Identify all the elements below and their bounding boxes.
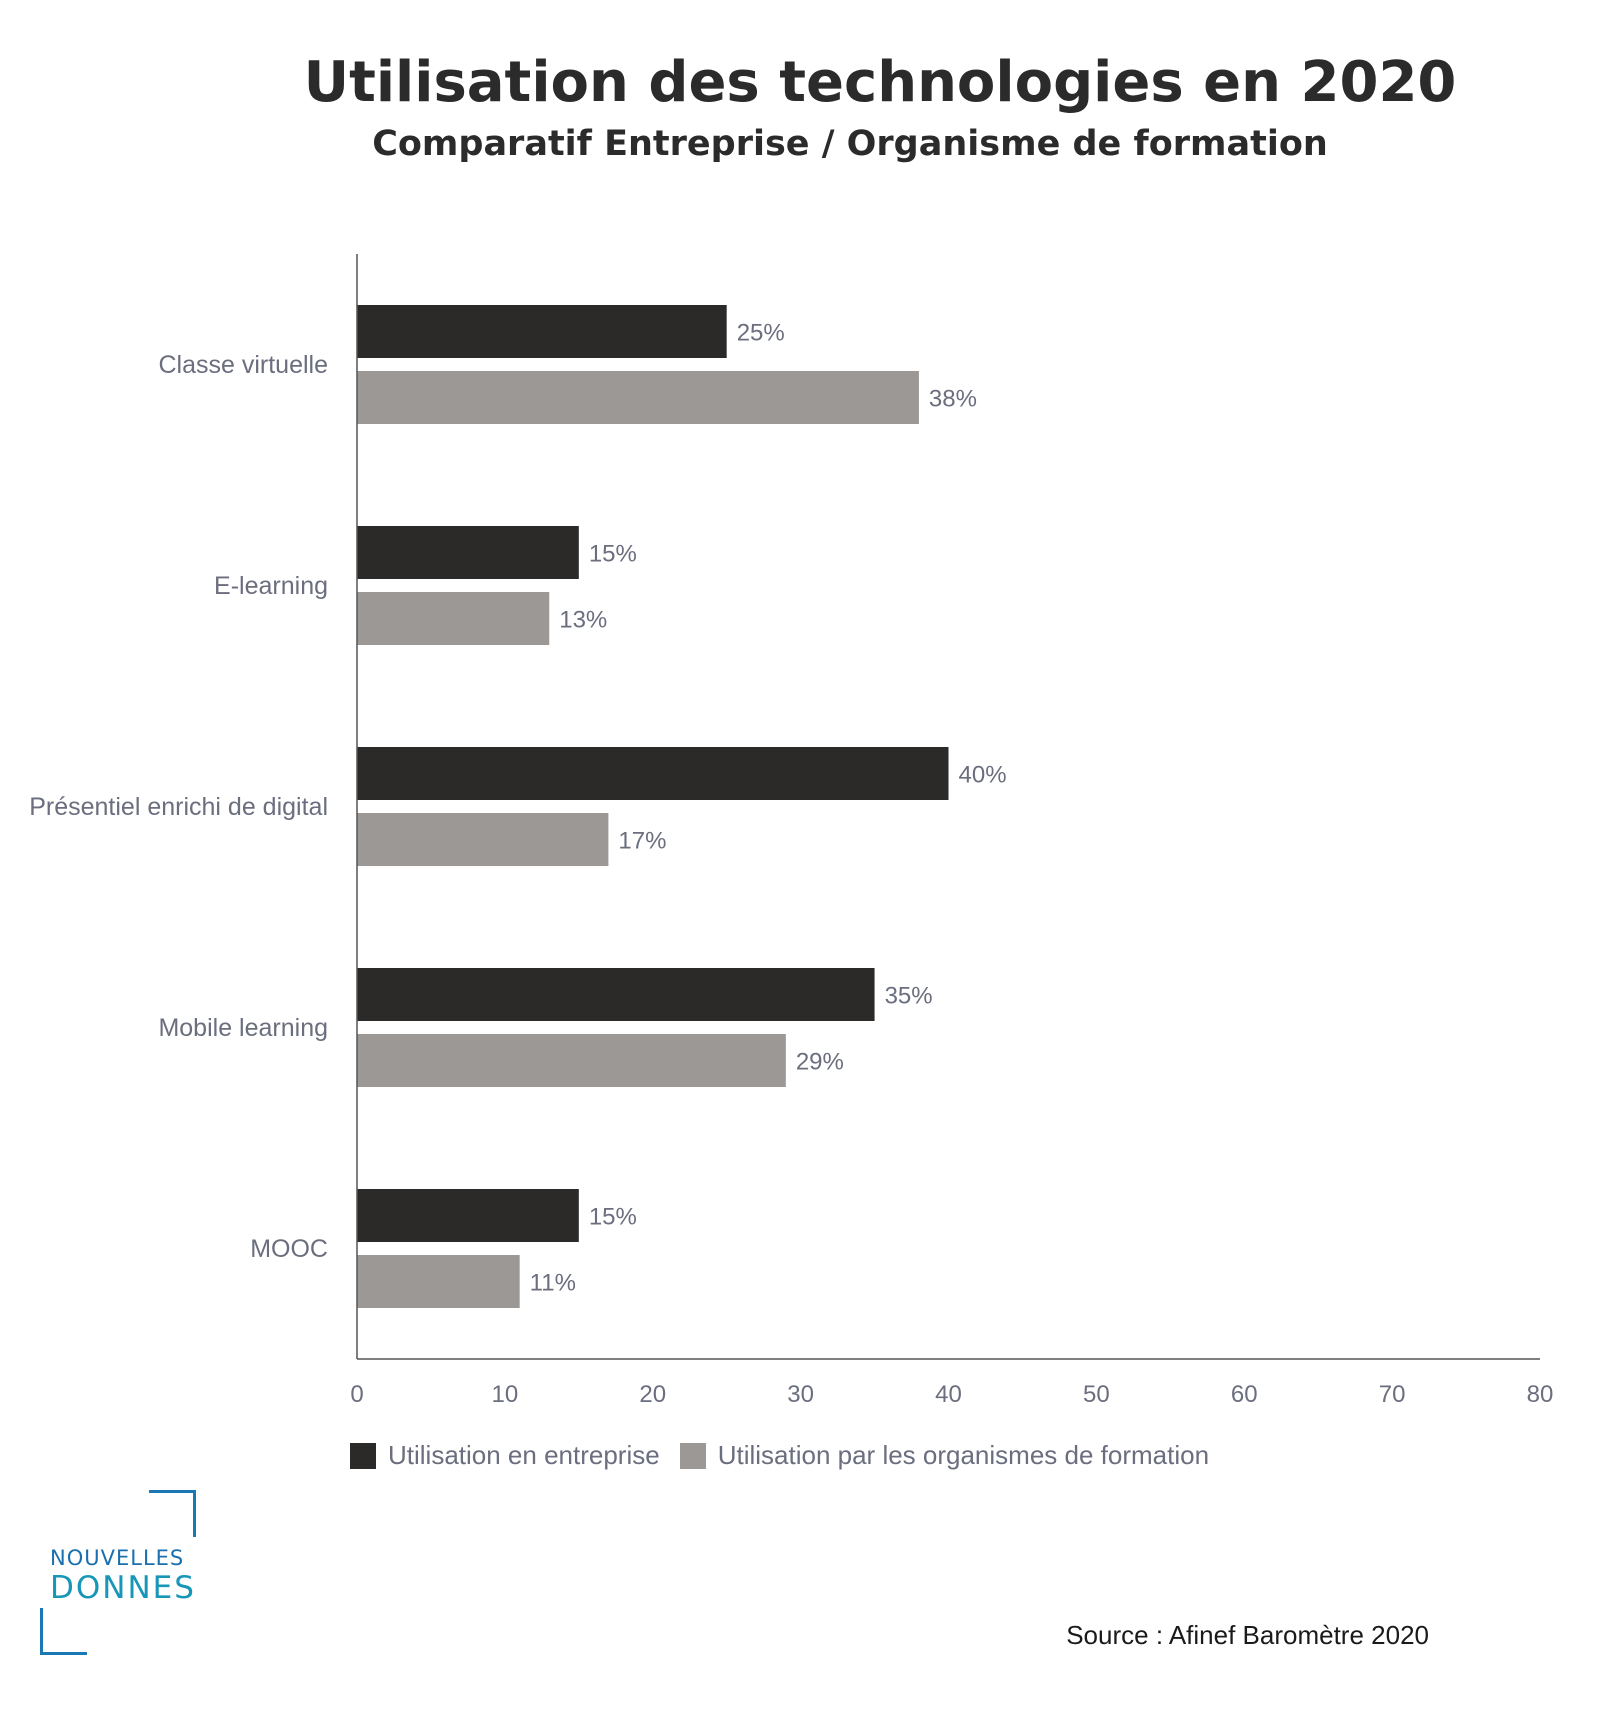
legend-item-organismes: Utilisation par les organismes de format… (679, 1440, 1210, 1471)
legend-label-organismes: Utilisation par les organismes de format… (717, 1440, 1210, 1470)
data-label: 17% (618, 828, 666, 855)
logo-frame-bottom-left (40, 1608, 87, 1655)
data-label: 15% (589, 541, 637, 568)
logo-text-line1: NOUVELLES (50, 1546, 185, 1570)
bar-organismes (357, 592, 550, 645)
legend: Utilisation en entreprise Utilisation pa… (350, 1440, 1229, 1471)
x-tick-label: 0 (350, 1381, 363, 1408)
bar-entreprise (357, 968, 875, 1021)
x-tick-label: 50 (1083, 1381, 1110, 1408)
data-label: 15% (589, 1204, 637, 1231)
x-tick-label: 80 (1527, 1381, 1554, 1408)
x-tick-label: 20 (639, 1381, 666, 1408)
bar-entreprise (357, 1189, 579, 1242)
bar-entreprise (357, 526, 579, 579)
x-tick-label: 40 (935, 1381, 962, 1408)
logo-frame-top-right (149, 1490, 196, 1537)
category-label: Présentiel enrichi de digital (29, 793, 328, 821)
legend-swatch-entreprise (350, 1442, 376, 1469)
source-note: Source : Afinef Baromètre 2020 (1066, 1620, 1429, 1650)
bar-entreprise (357, 305, 727, 358)
data-label: 29% (796, 1049, 844, 1076)
data-label: 13% (559, 607, 607, 634)
legend-swatch-organismes (679, 1442, 706, 1469)
legend-item-entreprise: Utilisation en entreprise (350, 1440, 660, 1471)
data-label: 35% (885, 983, 933, 1010)
x-tick-label: 60 (1231, 1381, 1258, 1408)
chart-subtitle: Comparatif Entreprise / Organisme de for… (372, 124, 1328, 164)
category-label: MOOC (250, 1235, 328, 1263)
nouvelles-donnes-logo: NOUVELLES DONNES (40, 1490, 200, 1655)
bar-organismes (357, 813, 609, 866)
legend-label-entreprise: Utilisation en entreprise (388, 1440, 660, 1470)
bar-entreprise (357, 747, 949, 800)
category-label: Classe virtuelle (158, 351, 328, 379)
bar-organismes (357, 1034, 786, 1087)
x-tick-label: 10 (492, 1381, 519, 1408)
bar-organismes (357, 371, 919, 424)
logo-text-line2: DONNES (50, 1570, 196, 1606)
bar-chart: Classe virtuelle 25% 38% E-learning 15% 13% Pr… (29, 254, 1554, 1408)
bar-organismes (357, 1255, 520, 1308)
data-label: 11% (530, 1270, 576, 1297)
x-tick-label: 70 (1379, 1381, 1406, 1408)
data-label: 38% (929, 386, 977, 413)
category-label: Mobile learning (158, 1014, 328, 1042)
data-label: 25% (737, 320, 785, 347)
category-label: E-learning (214, 572, 328, 600)
chart-title: Utilisation des technologies en 2020 (303, 50, 1457, 115)
data-label: 40% (959, 762, 1007, 789)
x-tick-label: 30 (787, 1381, 814, 1408)
